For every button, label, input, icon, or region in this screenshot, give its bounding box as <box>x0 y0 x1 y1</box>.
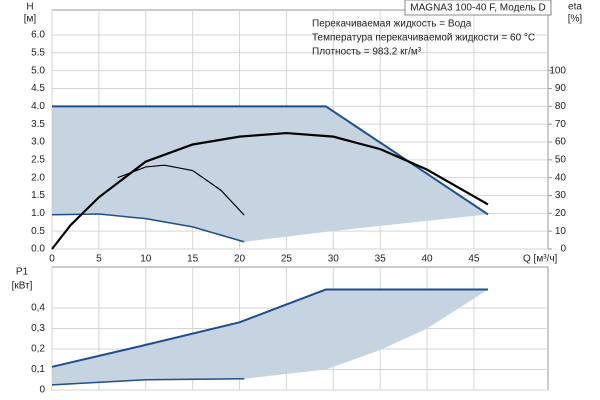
y2-tick-label: 30 <box>555 190 567 201</box>
y-label: H <box>26 2 33 13</box>
chart-title: MAGNA3 100-40 F, Модель D <box>410 3 545 14</box>
y-tick-label: 0 <box>39 385 45 396</box>
y-unit: [м] <box>24 14 37 25</box>
curve <box>51 131 489 250</box>
title-box <box>404 0 552 16</box>
y-tick-label: 4.5 <box>31 83 45 94</box>
y2-tick-label: 40 <box>555 172 567 183</box>
x-tick-label: 20 <box>234 254 246 265</box>
x-tick-label: 35 <box>375 254 387 265</box>
x-tick-label: 40 <box>421 254 433 265</box>
curve <box>51 377 245 386</box>
y-tick-label: 3.5 <box>31 119 45 130</box>
y-tick-label: 1.0 <box>31 208 45 219</box>
y-label: P1 <box>16 267 29 278</box>
y-tick-label: 3.0 <box>31 137 45 148</box>
x-tick-label: 0 <box>49 254 55 265</box>
y2-tick-label: 20 <box>555 208 567 219</box>
y2-label: eta <box>568 2 582 13</box>
y2-tick-label: 80 <box>555 101 567 112</box>
y-unit: [кВт] <box>12 281 33 292</box>
curve <box>51 288 488 368</box>
x-label: Q [м³/ч] <box>523 254 558 265</box>
y-tick-label: 0,2 <box>31 344 45 355</box>
annotation: Перекачиваемая жидкость = Вода <box>312 19 472 30</box>
x-tick-label: 45 <box>468 254 480 265</box>
y2-tick-label: 50 <box>555 154 567 165</box>
y2-tick-label: 0 <box>560 244 566 255</box>
x-tick-label: 25 <box>281 254 293 265</box>
curve <box>52 105 489 216</box>
operating-area <box>52 289 488 385</box>
y2-tick-label: 100 <box>549 65 566 76</box>
y-tick-label: 0.0 <box>31 244 45 255</box>
annotation: Температура перекачиваемой жидкости = 60… <box>312 33 535 44</box>
y2-tick-label: 70 <box>555 119 567 130</box>
curve <box>51 213 245 243</box>
y-tick-label: 5.0 <box>31 65 45 76</box>
operating-area <box>52 106 488 242</box>
y2-tick-label: 10 <box>555 226 567 237</box>
x-tick-label: 30 <box>328 254 340 265</box>
y-tick-label: 0,1 <box>31 364 45 375</box>
y2-unit: [%] <box>568 14 583 25</box>
x-tick-label: 15 <box>187 254 199 265</box>
y-tick-label: 1.5 <box>31 190 45 201</box>
y2-tick-label: 60 <box>555 137 567 148</box>
y-tick-label: 0,3 <box>31 323 45 334</box>
x-tick-label: 5 <box>96 254 102 265</box>
y-tick-label: 2.5 <box>31 154 45 165</box>
y-tick-label: 0.5 <box>31 226 45 237</box>
curve <box>117 164 245 216</box>
y-tick-label: 4.0 <box>31 101 45 112</box>
y-tick-label: 6.0 <box>31 30 45 41</box>
y-tick-label: 5.5 <box>31 47 45 58</box>
annotation: Плотность = 983.2 кг/м³ <box>312 47 422 58</box>
y-tick-label: 2.0 <box>31 172 45 183</box>
x-tick-label: 10 <box>140 254 152 265</box>
y2-tick-label: 90 <box>555 83 567 94</box>
y-tick-label: 0,4 <box>31 303 45 314</box>
